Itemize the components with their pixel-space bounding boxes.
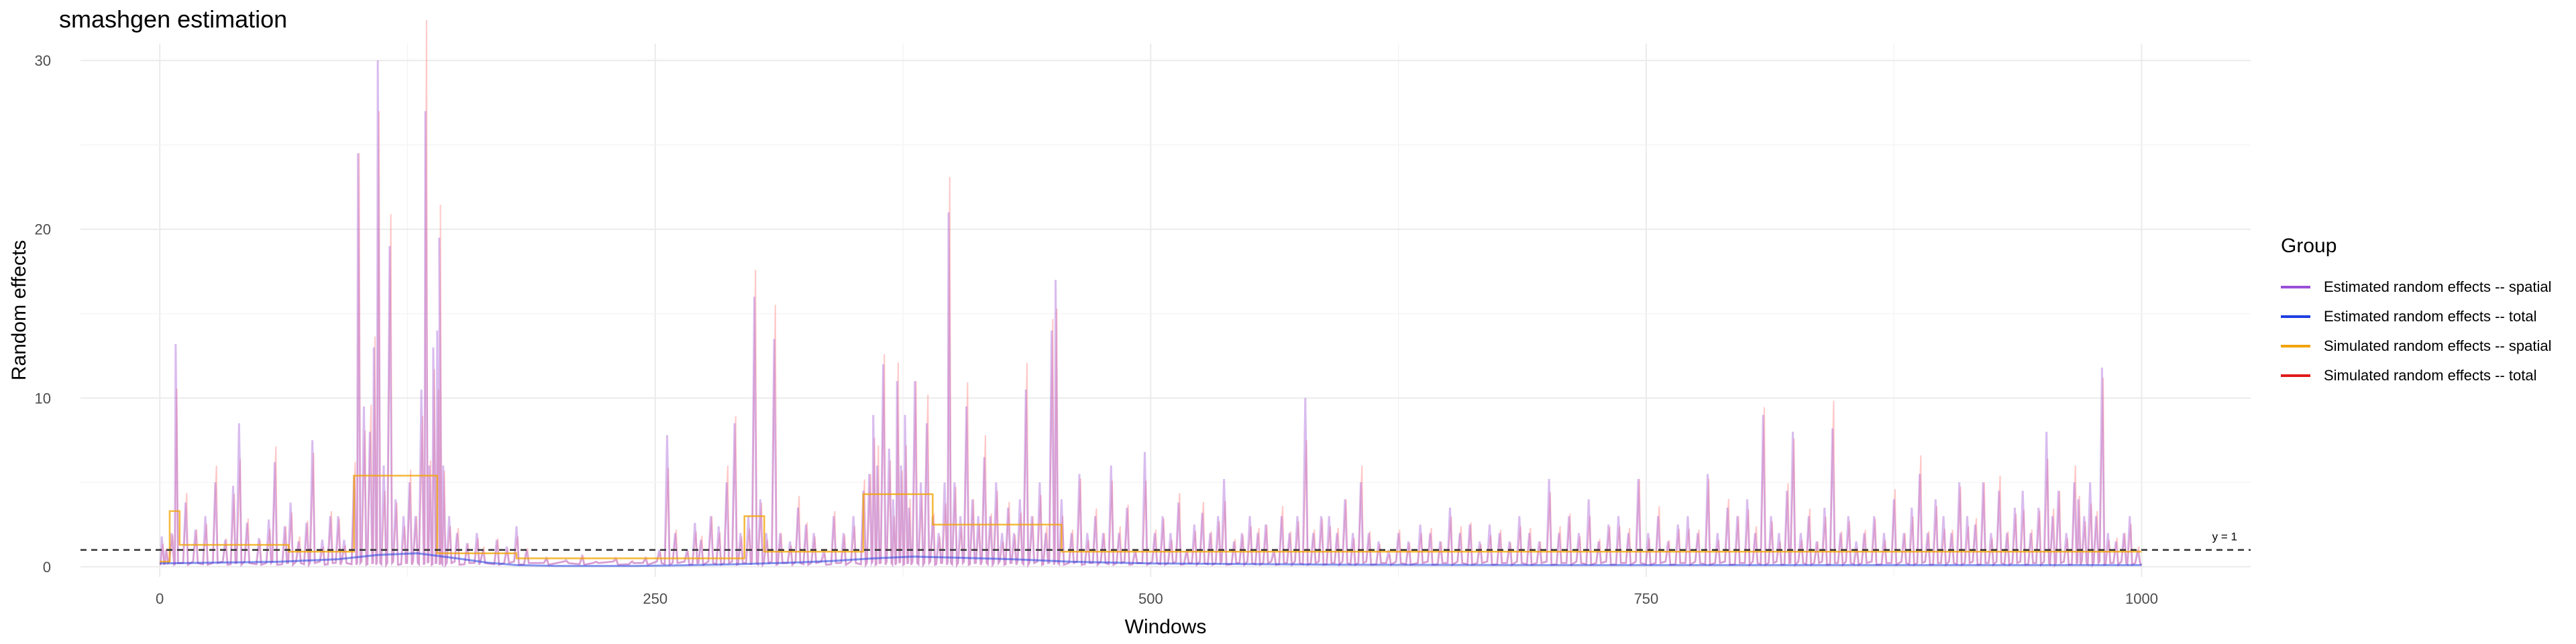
y-tick-label: 30 [35,52,51,69]
y-tick-label: 10 [35,390,51,407]
chart-title: smashgen estimation [59,5,288,33]
legend-label: Estimated random effects -- spatial [2324,278,2552,295]
x-tick-label: 1000 [2125,590,2158,607]
legend-item: Estimated random effects -- spatial [2281,272,2563,302]
y-axis-title: Random effects [8,240,30,381]
grid [80,44,2251,577]
legend-key-swatch [2281,374,2310,377]
x-tick-label: 500 [1138,590,1163,607]
legend: Group Estimated random effects -- spatia… [2281,235,2563,390]
legend-item: Simulated random effects -- total [2281,361,2563,390]
x-axis-title: Windows [1125,616,1207,638]
legend-label: Simulated random effects -- total [2324,367,2537,384]
legend-key-swatch [2281,315,2310,318]
reference-line-layer: y = 1 [80,531,2251,551]
y-tick-label: 0 [43,559,51,576]
legend-label: Estimated random effects -- total [2324,308,2537,325]
x-tick-label: 0 [156,590,164,607]
legend-item: Simulated random effects -- spatial [2281,331,2563,361]
legend-title: Group [2281,235,2337,257]
series-layer [159,19,2143,568]
reference-line-label: y = 1 [2212,531,2237,543]
plot-area: y = 1 0 250 500 750 1000 0 10 20 30 Windows Random… [8,19,2251,638]
x-tick-label: 750 [1634,590,1659,607]
legend-key-swatch [2281,345,2310,347]
simulated-spatial-line [160,474,2142,563]
estimated-total-line [160,552,2142,568]
y-tick-label: 20 [35,221,51,238]
axis-layer: 0 250 500 750 1000 0 10 20 30 Windows Random effec… [8,52,2158,638]
legend-items: Estimated random effects -- spatial Estim… [2281,272,2563,390]
legend-item: Estimated random effects -- total [2281,302,2563,331]
legend-key-swatch [2281,286,2310,288]
x-tick-label: 250 [643,590,667,607]
legend-label: Simulated random effects -- spatial [2324,337,2552,354]
